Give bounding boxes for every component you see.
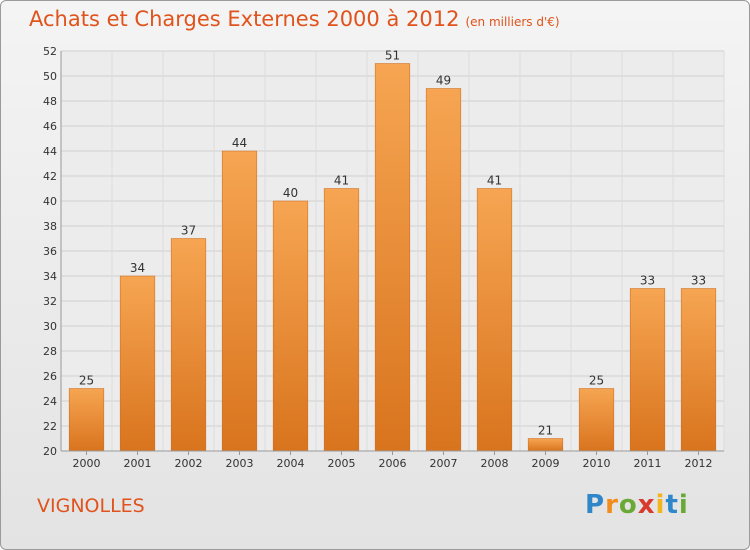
y-tick-label: 38 bbox=[43, 220, 57, 233]
y-tick-label: 26 bbox=[43, 370, 57, 383]
y-tick-label: 22 bbox=[43, 420, 57, 433]
y-tick-label: 40 bbox=[43, 195, 57, 208]
x-tick-label: 2007 bbox=[430, 457, 458, 470]
bar-value-label: 37 bbox=[181, 224, 196, 238]
logo-letter: o bbox=[618, 490, 638, 520]
bar-2011 bbox=[629, 288, 666, 452]
x-tick-label: 2008 bbox=[481, 457, 509, 470]
y-tick-label: 44 bbox=[43, 145, 57, 158]
bar-value-label: 49 bbox=[436, 74, 451, 88]
bar-value-label: 34 bbox=[130, 261, 145, 275]
bar-value-label: 41 bbox=[334, 174, 349, 188]
x-tick-label: 2012 bbox=[685, 457, 713, 470]
bar-value-label: 33 bbox=[640, 274, 655, 288]
y-tick-label: 20 bbox=[43, 445, 57, 458]
bar-2005 bbox=[323, 188, 360, 452]
bar-2003 bbox=[221, 150, 258, 452]
bar-value-label: 40 bbox=[283, 186, 298, 200]
x-tick-label: 2003 bbox=[226, 457, 254, 470]
y-tick-label: 32 bbox=[43, 295, 57, 308]
bar-2001 bbox=[119, 275, 156, 452]
logo-letter: r bbox=[605, 490, 619, 520]
y-tick-label: 36 bbox=[43, 245, 57, 258]
y-tick-label: 28 bbox=[43, 345, 57, 358]
x-tick-label: 2006 bbox=[379, 457, 407, 470]
bar-2008 bbox=[476, 188, 513, 452]
y-tick-label: 34 bbox=[43, 270, 57, 283]
logo-letter: t bbox=[665, 490, 679, 520]
bar-value-label: 21 bbox=[538, 424, 553, 438]
bar-value-label: 25 bbox=[589, 374, 604, 388]
bar-value-label: 44 bbox=[232, 136, 247, 150]
axes-group: 20 22 24 26 28 30 32 34 36 38 40 42 44 46 48 50 52 2000 20… bbox=[43, 45, 724, 470]
logo-letter: x bbox=[637, 490, 656, 520]
bar-2012 bbox=[680, 288, 717, 452]
x-tick-label: 2004 bbox=[277, 457, 305, 470]
bar-value-label: 51 bbox=[385, 49, 400, 63]
y-tick-label: 30 bbox=[43, 320, 57, 333]
proxiti-logo: Proxiti bbox=[585, 490, 689, 520]
logo-letter: P bbox=[585, 490, 606, 520]
chart-title: Achats et Charges Externes 2000 à 2012 (e… bbox=[29, 7, 560, 31]
y-tick-label: 46 bbox=[43, 120, 57, 133]
y-tick-label: 52 bbox=[43, 45, 57, 58]
bar-value-label: 33 bbox=[691, 274, 706, 288]
y-tick-label: 48 bbox=[43, 95, 57, 108]
bar-2004 bbox=[272, 200, 309, 452]
y-tick-label: 24 bbox=[43, 395, 57, 408]
bar-value-label: 25 bbox=[79, 374, 94, 388]
logo-letter: i bbox=[678, 490, 689, 520]
bar-2009 bbox=[527, 438, 564, 452]
bar-2010 bbox=[578, 388, 615, 452]
x-tick-label: 2011 bbox=[634, 457, 662, 470]
logo-letter: i bbox=[655, 490, 666, 520]
x-tick-label: 2009 bbox=[532, 457, 560, 470]
bar-2002 bbox=[170, 238, 207, 452]
bar-value-label: 41 bbox=[487, 174, 502, 188]
bar-2007 bbox=[425, 88, 462, 452]
x-tick-label: 2000 bbox=[73, 457, 101, 470]
x-tick-label: 2002 bbox=[175, 457, 203, 470]
chart-subtitle: (en milliers d'€) bbox=[465, 15, 560, 29]
x-tick-label: 2001 bbox=[124, 457, 152, 470]
place-name: VIGNOLLES bbox=[37, 495, 145, 517]
bar-2006 bbox=[374, 63, 411, 452]
x-tick-label: 2005 bbox=[328, 457, 356, 470]
bars-group: 25 34 37 44 40 41 51 49 41 21 25 33 33 bbox=[68, 49, 717, 452]
x-tick-label: 2010 bbox=[583, 457, 611, 470]
chart-title-text: Achats et Charges Externes 2000 à 2012 bbox=[29, 7, 460, 31]
y-tick-label: 50 bbox=[43, 70, 57, 83]
y-tick-label: 42 bbox=[43, 170, 57, 183]
bar-2000 bbox=[68, 388, 105, 452]
